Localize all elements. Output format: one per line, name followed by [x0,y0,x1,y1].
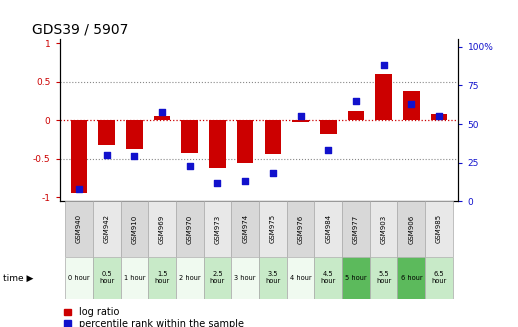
Bar [425,257,453,299]
Bar [148,201,176,257]
Bar [403,91,420,120]
Point [407,101,415,107]
Bar [121,257,148,299]
Point [130,154,138,159]
Text: 4.5
hour: 4.5 hour [321,271,336,284]
Text: GSM975: GSM975 [270,214,276,244]
Bar [370,201,397,257]
Bar [65,201,93,257]
Point [296,114,305,119]
Text: GSM940: GSM940 [76,214,82,244]
Point [103,152,111,158]
Bar [348,111,364,120]
Point [269,171,277,176]
Text: GSM969: GSM969 [159,214,165,244]
Bar [259,257,286,299]
Bar [70,120,87,193]
Point [75,186,83,191]
Bar [259,201,286,257]
Bar [209,120,226,168]
Text: 2.5
hour: 2.5 hour [210,271,225,284]
Bar [98,120,115,145]
Text: GSM984: GSM984 [325,214,331,244]
Text: 1.5
hour: 1.5 hour [154,271,170,284]
Point [185,163,194,168]
Bar [121,201,148,257]
Bar [237,120,253,163]
Legend: log ratio, percentile rank within the sample: log ratio, percentile rank within the sa… [64,307,244,327]
Bar [397,201,425,257]
Bar [376,74,392,120]
Bar [431,114,448,120]
Bar [425,201,453,257]
Point [380,63,388,68]
Bar [176,201,204,257]
Point [435,114,443,119]
Bar [65,257,93,299]
Bar [342,257,370,299]
Text: 5 hour: 5 hour [345,275,367,281]
Text: GSM985: GSM985 [436,214,442,244]
Text: 3 hour: 3 hour [235,275,256,281]
Point [352,98,360,104]
Bar [148,257,176,299]
Bar [93,201,121,257]
Text: 1 hour: 1 hour [124,275,145,281]
Point [324,147,333,153]
Text: 6.5
hour: 6.5 hour [431,271,447,284]
Bar [342,201,370,257]
Bar [181,120,198,152]
Point [241,179,249,184]
Text: GSM970: GSM970 [187,214,193,244]
Text: GSM973: GSM973 [214,214,221,244]
Text: 4 hour: 4 hour [290,275,311,281]
Bar [93,257,121,299]
Text: GSM976: GSM976 [297,214,304,244]
Text: GSM903: GSM903 [381,214,386,244]
Text: GDS39 / 5907: GDS39 / 5907 [32,23,128,37]
Text: GSM906: GSM906 [408,214,414,244]
Bar [286,201,314,257]
Text: GSM974: GSM974 [242,214,248,244]
Bar [370,257,397,299]
Bar [265,120,281,154]
Bar [204,257,232,299]
Text: 0.5
hour: 0.5 hour [99,271,114,284]
Text: GSM977: GSM977 [353,214,359,244]
Bar [232,257,259,299]
Text: time ▶: time ▶ [3,273,33,283]
Bar [314,257,342,299]
Text: GSM942: GSM942 [104,215,110,243]
Text: 2 hour: 2 hour [179,275,200,281]
Text: GSM910: GSM910 [132,214,137,244]
Text: 6 hour: 6 hour [400,275,422,281]
Bar [292,120,309,123]
Text: 5.5
hour: 5.5 hour [376,271,391,284]
Bar [397,257,425,299]
Bar [314,201,342,257]
Bar [154,115,170,120]
Bar [126,120,142,149]
Bar [176,257,204,299]
Bar [320,120,337,134]
Text: 3.5
hour: 3.5 hour [265,271,280,284]
Bar [204,201,232,257]
Bar [286,257,314,299]
Text: 0 hour: 0 hour [68,275,90,281]
Bar [232,201,259,257]
Point [158,109,166,114]
Point [213,180,222,185]
